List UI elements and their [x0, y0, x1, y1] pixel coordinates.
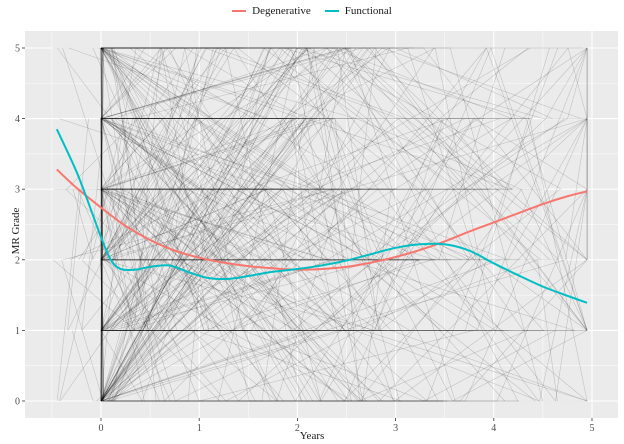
y-tick-label: 0 — [15, 397, 20, 408]
y-tick-label: 1 — [15, 326, 20, 337]
x-tick-label: 4 — [491, 423, 496, 434]
x-tick-label: 0 — [99, 423, 104, 434]
axes: 0 1 2 3 4 5 0 1 2 3 4 5 — [15, 44, 595, 435]
legend-key-functional — [324, 10, 339, 12]
patient-trajectories — [52, 47, 588, 402]
series-degenerative — [56, 168, 588, 271]
legend-label-degenerative: Degenerative — [252, 5, 311, 17]
y-axis-label: MR Grade — [10, 207, 22, 255]
legend-key-degenerative — [232, 10, 247, 12]
y-tick-label: 2 — [15, 255, 20, 266]
y-tick-label: 5 — [15, 44, 20, 55]
smoothed-series — [55, 128, 588, 304]
series-functional — [55, 128, 588, 304]
y-tick-label: 3 — [15, 185, 20, 196]
legend-item-functional: Functional — [324, 5, 392, 17]
x-tick-label: 2 — [295, 423, 300, 434]
x-axis-label: Years — [299, 430, 325, 442]
x-tick-label: 5 — [590, 423, 595, 434]
legend-label-functional: Functional — [344, 5, 392, 17]
chart-legend: Degenerative Functional — [0, 2, 624, 20]
legend-item-degenerative: Degenerative — [232, 5, 311, 17]
x-tick-label: 1 — [197, 423, 202, 434]
y-tick-label: 4 — [15, 114, 20, 125]
x-tick-label: 3 — [393, 423, 398, 434]
grid-lines — [25, 31, 618, 418]
